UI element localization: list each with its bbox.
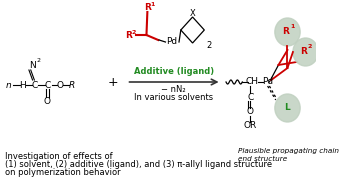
Text: L: L: [285, 104, 290, 112]
Text: C: C: [247, 92, 253, 101]
Text: Additive (ligand): Additive (ligand): [133, 67, 214, 77]
Text: R: R: [125, 30, 132, 40]
Text: R: R: [282, 28, 289, 36]
Text: 2: 2: [37, 57, 41, 63]
Circle shape: [293, 38, 318, 66]
Text: X: X: [190, 9, 195, 18]
Text: O: O: [56, 81, 63, 90]
Text: O: O: [246, 108, 253, 116]
Text: n: n: [6, 81, 12, 90]
Text: N: N: [29, 60, 36, 70]
Text: − nN₂: − nN₂: [161, 84, 186, 94]
Circle shape: [275, 18, 300, 46]
Text: In various solvents: In various solvents: [134, 94, 213, 102]
Circle shape: [275, 94, 300, 122]
Text: R: R: [144, 4, 151, 12]
Text: +: +: [108, 75, 118, 88]
Text: on polymerization behavior: on polymerization behavior: [5, 168, 120, 177]
Text: 1: 1: [150, 2, 155, 8]
Text: 2: 2: [206, 40, 211, 50]
Text: Plausible propagating chain
end structure: Plausible propagating chain end structur…: [238, 148, 339, 162]
Text: 2: 2: [132, 29, 136, 35]
Text: (1) solvent, (2) additive (ligand), and (3) π-allyl ligand structure: (1) solvent, (2) additive (ligand), and …: [5, 160, 272, 169]
Text: Pd: Pd: [166, 37, 177, 46]
Text: CH: CH: [246, 77, 259, 87]
Text: O: O: [43, 97, 50, 105]
Text: H: H: [19, 81, 26, 90]
Text: R: R: [68, 81, 75, 90]
Text: 1: 1: [290, 25, 294, 29]
Text: Investigation of effects of: Investigation of effects of: [5, 152, 112, 161]
Text: Pd: Pd: [262, 77, 273, 87]
Text: C: C: [31, 81, 37, 90]
Text: OR: OR: [244, 122, 257, 130]
Text: 2: 2: [308, 44, 312, 50]
Text: C: C: [45, 81, 51, 90]
Text: R: R: [300, 47, 307, 57]
